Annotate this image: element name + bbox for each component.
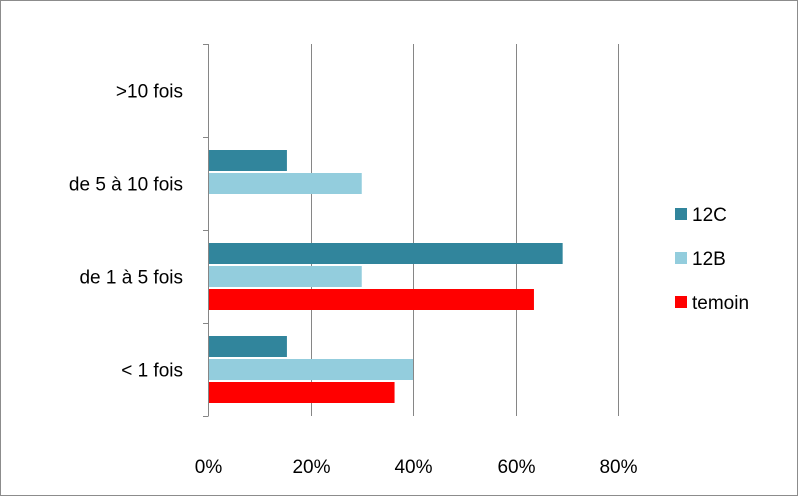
x-tick-label: 20% xyxy=(292,457,330,478)
legend-swatch-12c xyxy=(675,208,687,220)
y-tick-label: >10 fois xyxy=(116,82,183,103)
x-tick-label: 80% xyxy=(599,457,637,478)
x-tick-label: 40% xyxy=(394,457,432,478)
legend-swatch-12b xyxy=(675,252,687,264)
tick-labels: 0% 20% 40% 60% 80% >10 fois de 5 à 10 fois de 1… xyxy=(69,82,638,479)
bar-12b xyxy=(209,359,413,380)
bar-12b xyxy=(209,266,362,287)
bars xyxy=(209,150,563,403)
bar-12c xyxy=(209,243,563,264)
legend-swatch-temoin xyxy=(675,296,687,308)
y-tick-label: < 1 fois xyxy=(121,361,183,382)
bar-temoin xyxy=(209,289,534,310)
x-tick-label: 60% xyxy=(497,457,535,478)
bar-12c xyxy=(209,336,287,357)
bar-12b xyxy=(209,173,362,194)
y-tick-label: de 1 à 5 fois xyxy=(79,268,183,289)
y-axis xyxy=(203,44,209,417)
bar-temoin xyxy=(209,382,395,403)
legend-label-12c: 12C xyxy=(692,205,727,226)
legend-label-12b: 12B xyxy=(692,249,726,270)
bar-12c xyxy=(209,150,287,171)
y-tick-label: de 5 à 10 fois xyxy=(69,175,183,196)
x-tick-label: 0% xyxy=(195,457,223,478)
legend-label-temoin: temoin xyxy=(692,293,749,314)
legend: 12C 12B temoin xyxy=(675,205,749,314)
